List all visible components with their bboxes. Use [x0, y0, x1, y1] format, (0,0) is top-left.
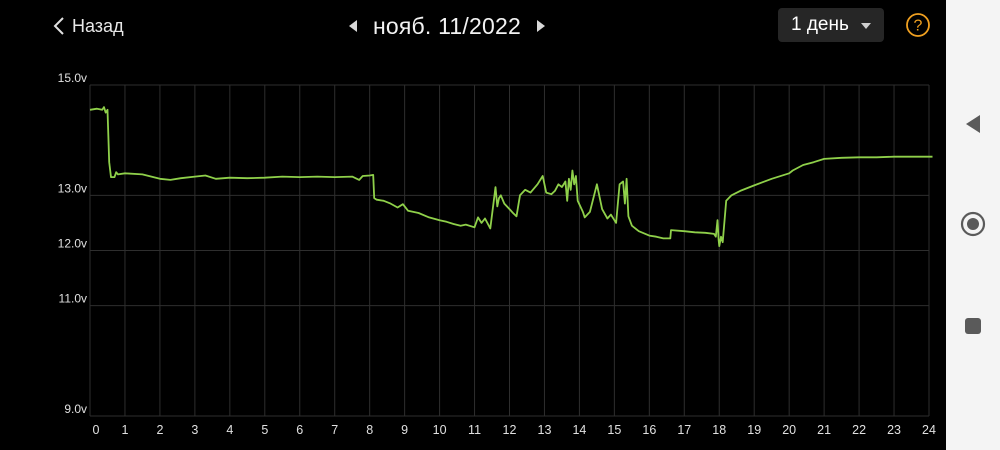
date-label: нояб. 11/2022	[373, 12, 521, 39]
x-tick-label: 11	[468, 423, 481, 437]
x-tick-label: 8	[366, 423, 373, 437]
x-tick-label: 6	[296, 423, 303, 437]
x-tick-label: 19	[747, 423, 761, 437]
x-tick-label: 4	[226, 423, 233, 437]
previous-date-button[interactable]	[346, 12, 360, 40]
x-tick-label: 9	[401, 423, 408, 437]
date-navigator: нояб. 11/2022	[346, 10, 548, 42]
x-tick-label: 23	[887, 423, 901, 437]
period-dropdown[interactable]: 1 день	[778, 8, 884, 42]
x-tick-label: 1	[121, 423, 128, 437]
chevron-left-icon	[53, 17, 64, 35]
x-tick-label: 18	[712, 423, 726, 437]
system-back-button[interactable]	[946, 104, 1000, 144]
x-tick-label: 3	[191, 423, 198, 437]
x-tick-label: 14	[572, 423, 586, 437]
question-circle-icon: ?	[906, 13, 930, 37]
y-tick-label: 13.0v	[58, 181, 87, 195]
x-tick-label: 15	[607, 423, 621, 437]
system-navigation-bar	[946, 0, 1000, 450]
voltage-series-line	[89, 106, 933, 247]
help-button[interactable]: ?	[906, 13, 930, 37]
x-tick-label: 22	[852, 423, 866, 437]
x-tick-label: 24	[922, 423, 936, 437]
x-tick-label: 5	[261, 423, 268, 437]
x-tick-label: 21	[817, 423, 831, 437]
y-tick-label: 12.0v	[58, 237, 87, 251]
caret-down-icon	[861, 23, 871, 29]
svg-text:?: ?	[914, 18, 923, 35]
voltage-chart: 0 1 2 3 4 5 6 7 8 9 10 11 12 13 14 15 16 17 18 19 20 21 22 23 24…	[58, 71, 936, 437]
y-tick-label: 15.0v	[58, 71, 87, 85]
y-tick-label: 11.0v	[59, 292, 87, 306]
x-tick-label: 12	[503, 423, 517, 437]
x-tick-label: 10	[433, 423, 447, 437]
x-tick-label: 17	[677, 423, 691, 437]
back-button[interactable]: Назад	[52, 12, 124, 40]
x-tick-label: 7	[331, 423, 338, 437]
x-tick-label: 0	[93, 423, 100, 437]
y-tick-label: 9.0v	[64, 402, 87, 416]
chevron-left-icon	[349, 20, 357, 32]
x-tick-label: 2	[156, 423, 163, 437]
x-tick-label: 20	[782, 423, 796, 437]
triangle-back-icon	[966, 115, 980, 133]
period-label: 1 день	[791, 14, 849, 35]
x-tick-label: 13	[538, 423, 552, 437]
chevron-right-icon	[536, 20, 545, 32]
x-tick-label: 16	[642, 423, 656, 437]
next-date-button[interactable]	[534, 12, 548, 40]
system-home-button[interactable]	[946, 204, 1000, 244]
back-label: Назад	[72, 15, 124, 36]
square-recents-icon	[965, 318, 981, 334]
system-recents-button[interactable]	[946, 306, 1000, 346]
circle-home-icon	[960, 211, 986, 237]
